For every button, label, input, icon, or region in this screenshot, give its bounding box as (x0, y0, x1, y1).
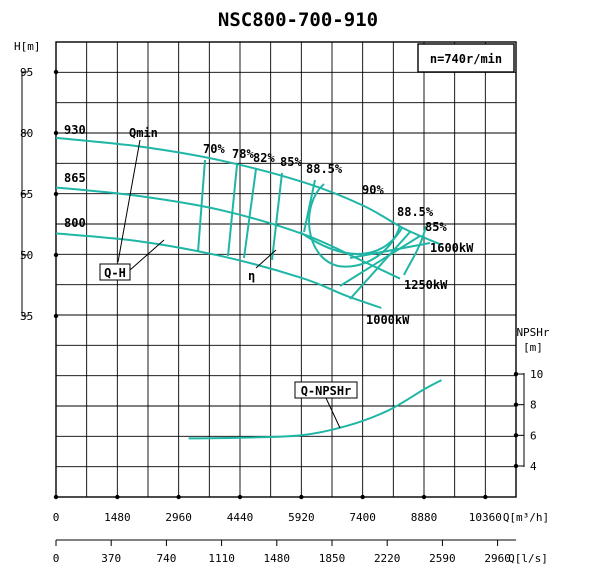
bottom-tick-m3h: 4440 (227, 511, 254, 524)
plot-frame (55, 41, 517, 498)
power-label: 1600kW (430, 241, 474, 255)
right-axis-unit: [m] (523, 341, 543, 354)
grid (56, 42, 516, 497)
bottom-tick-dot (483, 494, 488, 500)
iso-efficiency-line (243, 168, 257, 259)
bottom-tick-dot (115, 494, 120, 500)
left-axis: H[m] 95 80 65 50 35 (14, 40, 59, 323)
left-tick-dot (53, 313, 59, 319)
npshr-leader (325, 397, 341, 429)
efficiency-label: η (248, 269, 255, 283)
left-tick-label: 80 (20, 127, 33, 140)
npshr-label: Q-NPSHr (301, 384, 352, 398)
qmin-label: Qmin (129, 126, 158, 140)
left-axis-label: H[m] (14, 40, 41, 53)
right-tick-label: 6 (530, 429, 537, 442)
efficiency-value-label: 85% (425, 220, 447, 234)
efficiency-value-label: 78% (232, 147, 254, 161)
bottom-axes: 0 1480 2960 4440 5920 7400 8880 10360 Q[m³/h] 0 37… (53, 494, 549, 565)
bottom-tick-ls: 0 (53, 552, 60, 565)
right-tick-label: 4 (530, 460, 537, 473)
left-tick-dot (53, 130, 59, 136)
bottom-tick-m3h: 7400 (349, 511, 376, 524)
iso-efficiency-line (197, 159, 206, 253)
iso-efficiency-line (227, 164, 238, 257)
speed-box (417, 43, 515, 73)
right-tick-dot (513, 402, 519, 407)
bottom-tick-ls: 2590 (429, 552, 456, 565)
efficiency-value-label: 82% (253, 151, 275, 165)
iso-efficiency-line (271, 172, 283, 261)
left-tick-dot (53, 252, 59, 258)
iso-efficiency-88 (299, 227, 403, 255)
power-line-1250 (339, 235, 421, 287)
bottom-axis-label-m3h: Q[m³/h] (503, 511, 549, 524)
iso-efficiency-85 (403, 225, 427, 276)
speed-label: n=740r/min (430, 52, 502, 66)
qh-box (99, 263, 131, 281)
efficiency-leader (255, 249, 277, 269)
left-tick-label: 50 (20, 249, 33, 262)
curve-Q-NPSHr (188, 379, 442, 440)
bottom-tick-dot (299, 494, 304, 500)
bottom-tick-m3h: 5920 (288, 511, 315, 524)
iso-efficiency-90 (308, 183, 401, 268)
right-tick-label: 10 (530, 368, 543, 381)
curve-800 (55, 232, 382, 309)
diameter-label-930: 930 (64, 123, 86, 137)
diameter-label-865: 865 (64, 171, 86, 185)
efficiency-value-label: 85% (280, 155, 302, 169)
qmin-leader (117, 139, 141, 263)
power-label: 1000kW (366, 313, 410, 327)
left-tick-label: 95 (20, 66, 33, 79)
bottom-tick-ls: 740 (156, 552, 176, 565)
iso-efficiency-line (303, 179, 316, 233)
bottom-axis-label-ls: Q[l/s] (508, 552, 548, 565)
left-tick-dot (53, 191, 59, 197)
right-axis-label: NPSHr (516, 326, 549, 339)
left-tick-dot (53, 69, 59, 75)
efficiency-value-label: 88.5% (397, 205, 434, 219)
bottom-tick-ls: 1850 (319, 552, 346, 565)
bottom-tick-ls: 1110 (208, 552, 235, 565)
right-tick-dot (513, 463, 519, 469)
curves (55, 136, 442, 440)
power-line-1000 (349, 231, 411, 300)
bottom-tick-m3h: 10360 (469, 511, 502, 524)
diameter-label-800: 800 (64, 216, 86, 230)
bottom-tick-ls: 1480 (264, 552, 291, 565)
bottom-tick-m3h: 1480 (104, 511, 131, 524)
bottom-tick-dot (237, 494, 243, 500)
left-tick-label: 35 (20, 310, 33, 323)
bottom-tick-dot (421, 494, 427, 500)
efficiency-value-label: 70% (203, 142, 225, 156)
bottom-tick-ls: 2220 (374, 552, 401, 565)
efficiency-value-label: 90% (362, 183, 384, 197)
chart-title: NSC800-700-910 (218, 9, 378, 31)
left-tick-label: 65 (20, 188, 33, 201)
curve-865 (55, 186, 401, 280)
right-tick-dot (513, 433, 519, 438)
bottom-tick-dot (360, 494, 365, 500)
qh-label: Q-H (104, 266, 126, 280)
bottom-tick-m3h: 0 (53, 511, 60, 524)
bottom-tick-dot (176, 494, 181, 500)
right-tick-label: 8 (530, 399, 537, 412)
qh-leader (129, 239, 165, 271)
bottom-tick-ls: 370 (101, 552, 121, 565)
power-label: 1250kW (404, 278, 448, 292)
right-tick-dot (513, 371, 519, 377)
right-axis: NPSHr [m] 10 8 6 4 (513, 326, 550, 473)
power-line-1600 (349, 242, 431, 259)
bottom-tick-m3h: 8880 (411, 511, 438, 524)
bottom-tick-dot (53, 494, 59, 500)
bottom-tick-m3h: 2960 (165, 511, 192, 524)
efficiency-value-label: 88.5% (306, 162, 343, 176)
bottom-tick-ls: 2960 (484, 552, 511, 565)
